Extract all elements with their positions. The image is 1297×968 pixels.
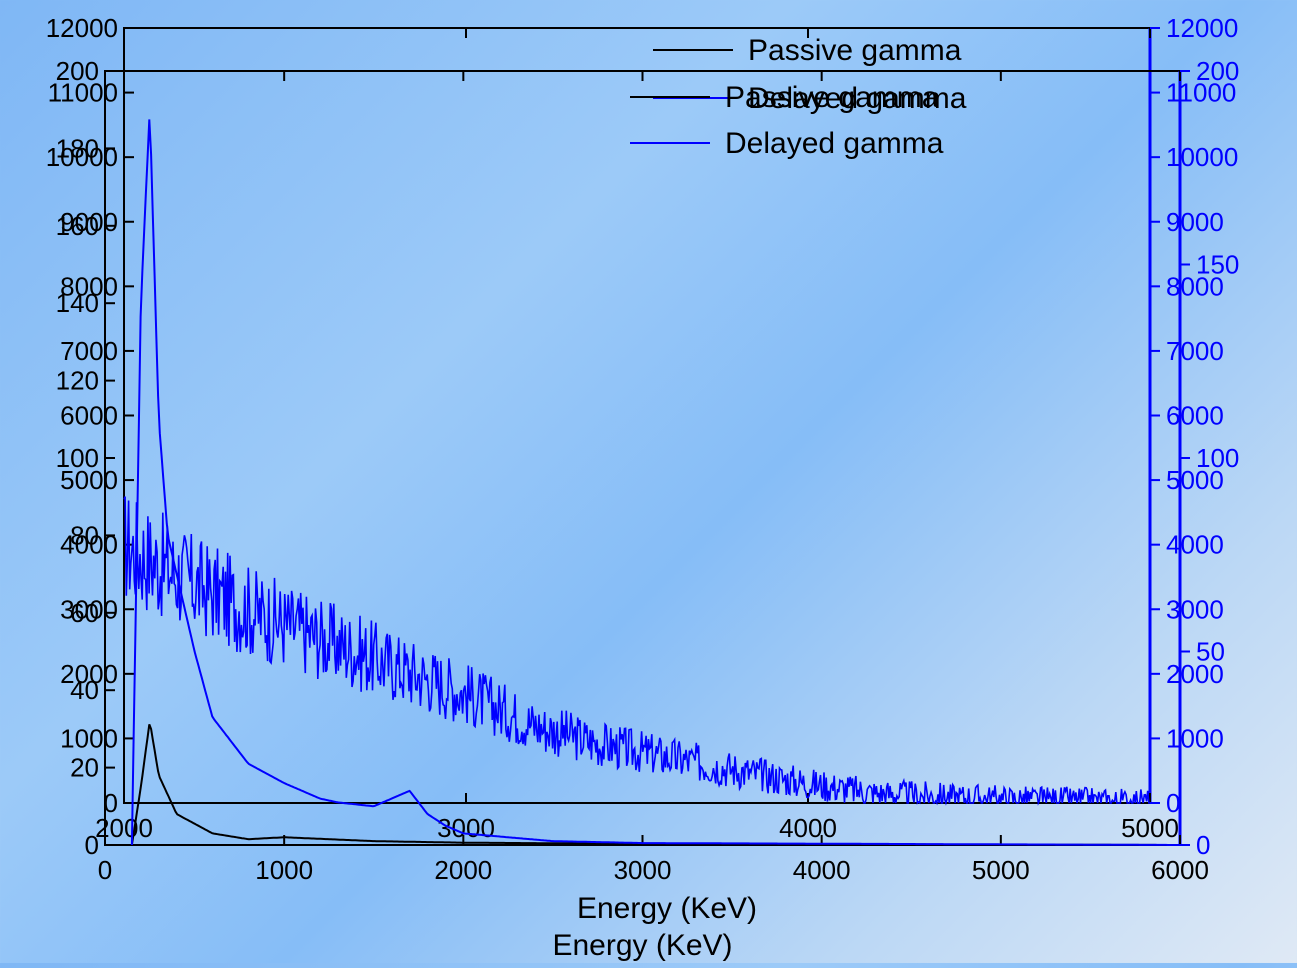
y-tick-label: 100: [56, 443, 99, 473]
y2-tick-label: 4000: [1166, 530, 1224, 560]
y-tick-label: 8000: [60, 271, 118, 301]
y-tick-label: 180: [56, 133, 99, 163]
y2-tick-label: 200: [1196, 56, 1239, 86]
y2-tick-label: 3000: [1166, 594, 1224, 624]
y-tick-label: 140: [56, 288, 99, 318]
y2-tick-label: 0: [1166, 788, 1180, 818]
y2-tick-label: 150: [1196, 250, 1239, 280]
y-tick-label: 12000: [46, 13, 118, 43]
y-tick-label: 0: [104, 788, 118, 818]
y-tick-label: 11000: [48, 78, 118, 108]
y2-tick-label: 6000: [1166, 401, 1224, 431]
y-tick-label: 1000: [60, 723, 118, 753]
x-tick-label: 3000: [614, 855, 672, 885]
y-tick-label: 40: [70, 675, 99, 705]
legend-label: Delayed gamma: [725, 127, 944, 160]
y2-tick-label: 10000: [1166, 142, 1238, 172]
x-axis-label: Energy (KeV): [552, 929, 732, 962]
y-tick-label: 2000: [60, 659, 118, 689]
x-tick-label: 3000: [437, 813, 495, 843]
y-tick-label: 80: [70, 520, 99, 550]
x-tick-label: 5000: [972, 855, 1030, 885]
x-tick-label: 0: [98, 855, 112, 885]
y2-tick-label: 2000: [1166, 659, 1224, 689]
y2-tick-label: 12000: [1166, 13, 1238, 43]
y-tick-label: 20: [70, 753, 99, 783]
y2-tick-label: 0: [1196, 830, 1210, 860]
y-tick-label: 3000: [60, 594, 118, 624]
y2-tick-label: 7000: [1166, 336, 1224, 366]
y2-tick-label: 50: [1196, 637, 1225, 667]
series-line-delayed: [130, 119, 1180, 846]
plot-frame: [104, 70, 1181, 846]
y2-tick-label: 1000: [1166, 723, 1224, 753]
legend-label: Delayed gamma: [748, 82, 967, 115]
y-tick-label: 160: [56, 211, 99, 241]
x-tick-label: 5000: [1121, 813, 1179, 843]
y-tick-label: 9000: [60, 207, 118, 237]
y2-tick-label: 11000: [1166, 78, 1236, 108]
legend-label: Passive gamma: [748, 34, 962, 67]
series-line-delayed: [123, 496, 1150, 806]
x-tick-label: 6000: [1151, 855, 1209, 885]
legend-label: Passive gamma: [725, 81, 939, 114]
y-tick-label: 120: [56, 366, 99, 396]
foreground-chart: 0 1000 2000 3000 4000 5000 6000020406080100120…: [56, 56, 1240, 962]
x-tick-label: 4000: [779, 813, 837, 843]
plot-frame: [123, 27, 1151, 804]
y2-tick-label: 100: [1196, 443, 1239, 473]
y-tick-label: 0: [85, 830, 99, 860]
y-tick-label: 6000: [60, 401, 118, 431]
y-tick-label: 60: [70, 598, 99, 628]
x-tick-label: 2000: [434, 855, 492, 885]
y-tick-label: 7000: [60, 336, 118, 366]
y2-tick-label: 8000: [1166, 271, 1224, 301]
x-tick-label: 4000: [793, 855, 851, 885]
y-tick-label: 5000: [60, 465, 118, 495]
background-chart: 2000 3000 4000 5000010002000300040005000600…: [46, 13, 1239, 925]
y2-tick-label: 5000: [1166, 465, 1224, 495]
y2-tick-label: 9000: [1166, 207, 1224, 237]
y-tick-label: 200: [56, 56, 99, 86]
x-tick-label: 1000: [255, 855, 313, 885]
x-axis-label: Energy (KeV): [577, 892, 757, 925]
